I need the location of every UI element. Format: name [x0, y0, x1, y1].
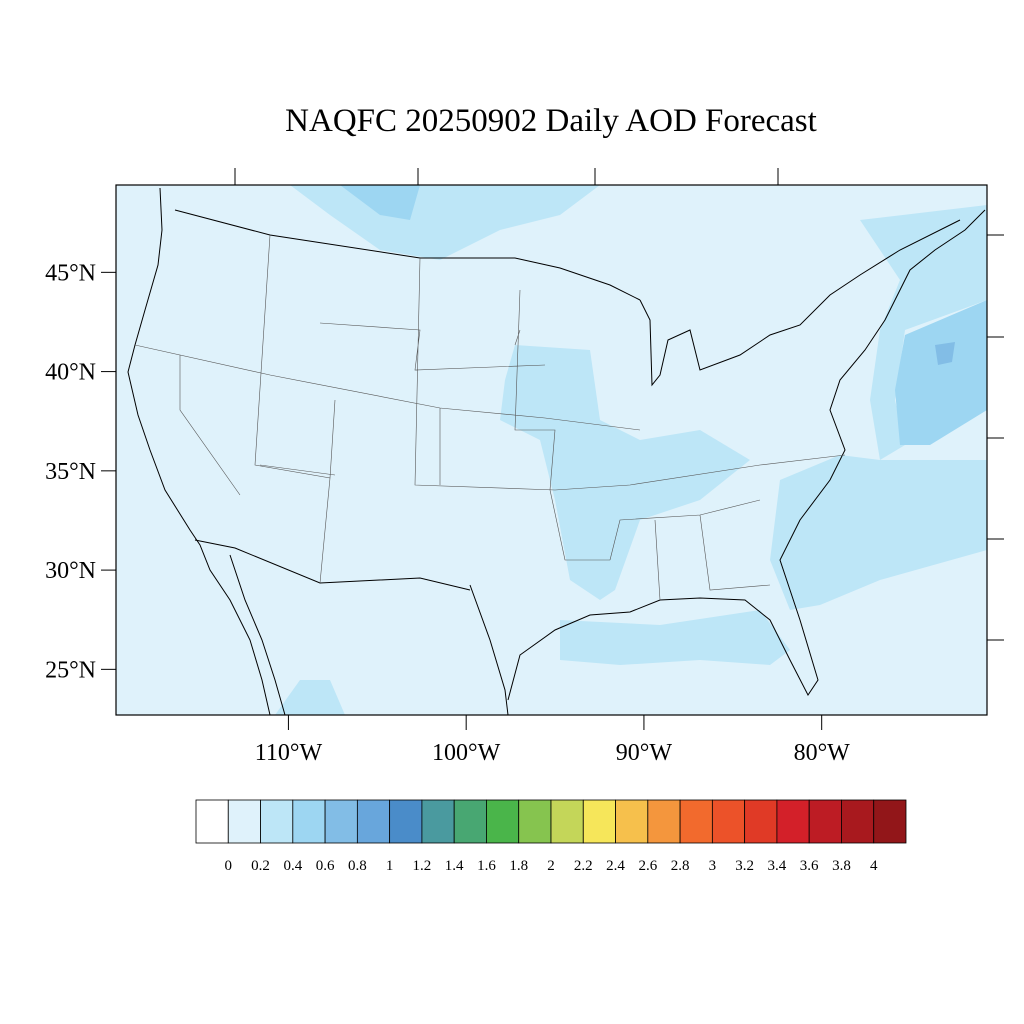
coastline	[639, 219, 961, 387]
aod-shading	[560, 610, 790, 665]
colorbar-label: 3.2	[735, 858, 754, 874]
colorbar-label: 1.8	[509, 858, 528, 874]
colorbar-box	[808, 799, 842, 844]
coastline	[469, 209, 986, 716]
colorbar-label: 3.4	[768, 858, 787, 874]
colorbar-box	[744, 799, 778, 844]
aod-shading	[935, 342, 955, 365]
colorbar-label: 3.8	[832, 858, 851, 874]
title: NAQFC 20250902 Daily AOD Forecast	[285, 103, 817, 139]
axes: 110°W 100°W 90°W 80°W 25°N 30°N 35°N 40°N 45°N	[45, 260, 850, 766]
colorbar-box	[582, 799, 616, 844]
colorbar-box	[421, 799, 455, 844]
y-tick-label: 25°N	[45, 657, 96, 683]
colorbar-box	[550, 799, 584, 844]
colorbar-label: 1.4	[445, 858, 464, 874]
aod-shading	[275, 680, 345, 715]
colorbar: 0 0.2 0.4 0.6 0.8 1 1.2 1.4 1.6 1.8 2 2.2 2.4 2.6 2.8 3…	[195, 799, 907, 874]
aod-shading	[860, 205, 987, 460]
colorbar-box	[615, 799, 649, 844]
colorbar-label: 2.4	[606, 858, 625, 874]
colorbar-box	[356, 799, 391, 844]
colorbar-label: 3.6	[800, 858, 819, 874]
colorbar-box	[647, 799, 681, 844]
colorbar-box	[679, 799, 713, 844]
coastline	[229, 554, 286, 716]
colorbar-label: 0.4	[283, 858, 302, 874]
colorbar-box	[841, 799, 875, 844]
colorbar-box	[227, 799, 261, 844]
aod-shading	[340, 185, 420, 220]
colorbar-box	[195, 799, 229, 844]
map-frame	[115, 184, 988, 716]
colorbar-label: 2.8	[671, 858, 690, 874]
colorbar-label: 0	[225, 858, 233, 874]
colorbar-box	[389, 799, 423, 844]
colorbar-label: 2	[547, 858, 555, 874]
colorbar-box	[711, 799, 746, 844]
y-tick-label: 45°N	[45, 260, 96, 286]
x-tick-label: 80°W	[794, 740, 851, 766]
colorbar-box	[518, 799, 552, 844]
colorbar-box	[292, 799, 326, 844]
x-tick-label: 90°W	[616, 740, 673, 766]
y-tick-label: 40°N	[45, 360, 96, 386]
colorbar-label: 1.2	[413, 858, 432, 874]
y-tick-label: 35°N	[45, 459, 96, 485]
coastline	[127, 187, 271, 716]
state-line	[134, 234, 846, 601]
y-tick-label: 30°N	[45, 558, 96, 584]
colorbar-label: 0.8	[348, 858, 367, 874]
colorbar-box	[453, 799, 487, 844]
colorbar-label: 0.2	[251, 858, 270, 874]
colorbar-box	[776, 799, 810, 844]
aod-shading	[500, 345, 750, 600]
colorbar-label: 1	[386, 858, 394, 874]
colorbar-label: 2.6	[638, 858, 657, 874]
colorbar-box	[324, 799, 358, 844]
aod-shading	[770, 455, 987, 610]
colorbar-label: 1.6	[477, 858, 496, 874]
colorbar-label: 2.2	[574, 858, 593, 874]
x-tick-label: 100°W	[432, 740, 501, 766]
colorbar-label: 4	[870, 858, 878, 874]
colorbar-box	[873, 799, 907, 844]
colorbar-label: 0.6	[316, 858, 335, 874]
aod-shading	[895, 300, 987, 445]
top-ticks	[234, 168, 1004, 641]
colorbar-box	[486, 799, 520, 844]
state-lines	[134, 234, 846, 601]
x-tick-label: 110°W	[255, 740, 323, 766]
colorbar-label: 3	[709, 858, 717, 874]
colorbar-box	[260, 799, 294, 844]
coastline	[127, 187, 986, 716]
map	[115, 168, 1004, 716]
